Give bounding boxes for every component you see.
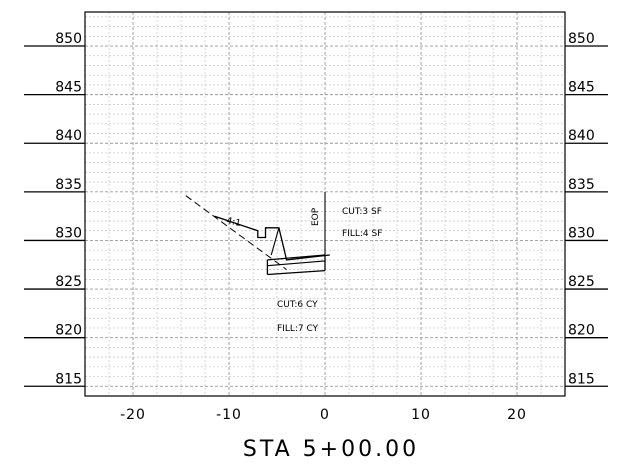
left-elevation-labels: 850 845 840 835 830 825 820 815 [55,31,82,387]
pavement-base-line [267,260,326,267]
offset-label: -10 [216,407,242,423]
elevation-label-left: 850 [55,31,82,47]
proposed-section-line [214,215,330,261]
elevation-label-left: 830 [55,225,82,241]
elevation-label-left: 825 [55,274,82,290]
elevation-label-right: 820 [568,323,595,339]
section-geometry [185,191,330,276]
slope-label: 4:1 [225,216,241,229]
elevation-label-left: 815 [55,371,82,387]
cut-volume-label: CUT:6 CY [277,300,318,310]
plot-frame [84,11,566,397]
cut-area-label: CUT:3 SF [342,207,382,217]
curb-inner-line [270,227,280,256]
offset-label: 0 [320,407,330,423]
eop-label: EOP [311,207,321,226]
offset-label: 20 [507,407,527,423]
pavement-bottom-line [267,269,326,276]
elevation-label-left: 845 [55,80,82,96]
elevation-label-right: 815 [568,371,595,387]
elevation-label-right: 830 [568,225,595,241]
offset-labels: -20 -10 0 10 20 [120,407,527,423]
elevation-label-right: 835 [568,177,595,193]
right-elevation-labels: 850 845 840 835 830 825 820 815 [568,31,595,387]
pavement-top-line [267,254,326,261]
elevation-label-lines [24,45,608,387]
station-title: STA 5+00.00 [243,437,419,462]
offset-label: -20 [120,407,146,423]
elevation-label-left: 840 [55,128,82,144]
fill-volume-label: FILL:7 CY [277,324,319,334]
fill-area-label: FILL:4 SF [342,229,382,239]
offset-label: 10 [411,407,431,423]
elevation-label-right: 845 [568,80,595,96]
existing-ground-line [185,195,287,271]
elevation-label-left: 820 [55,323,82,339]
elevation-label-right: 840 [568,128,595,144]
elevation-label-left: 835 [55,177,82,193]
elevation-label-right: 825 [568,274,595,290]
elevation-label-right: 850 [568,31,595,47]
